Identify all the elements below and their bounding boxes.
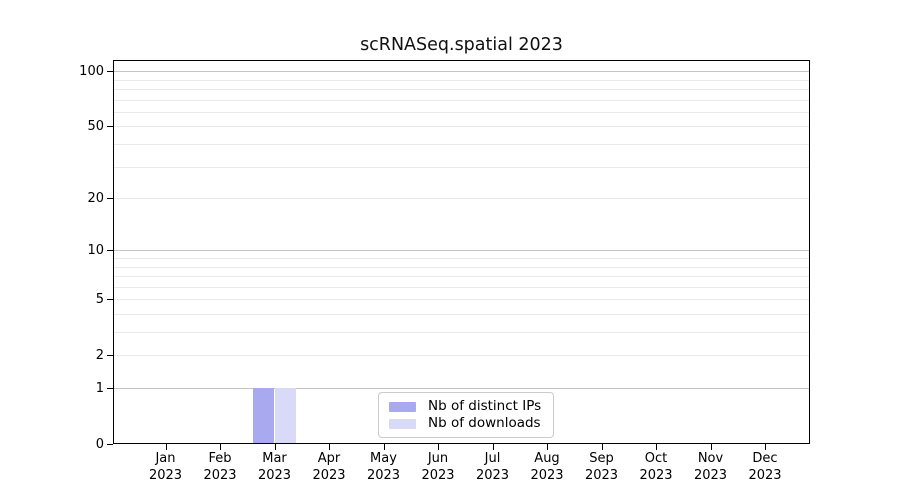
gridline-minor: [114, 286, 809, 288]
y-tick-label: 20: [87, 191, 104, 207]
gridline-minor: [114, 355, 809, 357]
gridline-minor: [114, 198, 809, 200]
y-tick: [107, 250, 113, 252]
y-tick-label: 5: [95, 292, 104, 308]
legend-entries: Nb of distinct IPs Nb of downloads: [389, 398, 553, 432]
y-tick: [107, 355, 113, 357]
legend-swatch: [389, 401, 416, 412]
x-tick: [765, 444, 766, 450]
x-tick-label: Jan 2023: [148, 451, 183, 483]
gridline-minor: [114, 166, 809, 168]
chart-title: scRNASeq.spatial 2023: [360, 35, 563, 55]
y-tick-label: 2: [95, 348, 104, 364]
x-tick: [492, 444, 494, 450]
bar-downloads: [274, 388, 296, 443]
x-tick-label: Dec 2023: [748, 451, 782, 483]
gridline-minor: [114, 89, 809, 90]
y-tick: [107, 126, 113, 128]
gridline-minor: [114, 332, 809, 333]
plot-area: [113, 60, 810, 444]
gridline-minor: [114, 126, 809, 128]
gridline-minor: [114, 276, 809, 278]
gridline-minor: [114, 313, 809, 315]
gridline-minor: [114, 79, 809, 81]
legend-entry: Nb of downloads: [389, 415, 553, 432]
x-tick: [547, 444, 548, 450]
y-tick-label: 100: [79, 64, 104, 80]
x-tick: [383, 444, 385, 450]
legend: Nb of distinct IPs Nb of downloads: [378, 392, 554, 438]
y-tick: [107, 198, 113, 200]
bar-distinct-ips: [253, 388, 275, 443]
y-tick-label: 50: [87, 119, 104, 135]
gridline-major: [114, 250, 809, 252]
x-tick: [601, 444, 603, 450]
x-tick-label: Oct 2023: [639, 451, 673, 483]
legend-label: Nb of downloads: [428, 415, 541, 431]
gridline-major: [114, 388, 809, 389]
y-tick: [107, 388, 113, 389]
y-tick-label: 0: [95, 437, 104, 452]
x-tick-label: Jul 2023: [475, 451, 510, 483]
x-tick: [165, 444, 167, 450]
x-tick: [274, 444, 276, 450]
x-tick: [438, 444, 439, 450]
x-tick-label: Apr 2023: [312, 451, 346, 483]
legend-label: Nb of distinct IPs: [428, 398, 542, 414]
x-tick-label: Feb 2023: [203, 451, 237, 483]
gridline-minor: [114, 144, 809, 145]
gridline-minor: [114, 299, 809, 301]
y-tick: [107, 444, 113, 445]
gridline-minor: [114, 99, 809, 101]
gridlines-layer: [114, 61, 809, 443]
bars-layer: [114, 61, 809, 443]
legend-entry: Nb of distinct IPs: [389, 398, 553, 415]
y-tick: [107, 299, 113, 301]
gridline-major: [114, 71, 809, 73]
gridline-minor: [114, 266, 809, 268]
x-tick-label: Mar 2023: [257, 451, 292, 483]
x-tick-label: Sep 2023: [584, 451, 619, 483]
y-tick-label: 10: [87, 243, 104, 259]
gridline-minor: [114, 111, 809, 113]
x-tick: [710, 444, 712, 450]
x-tick-label: Aug 2023: [530, 451, 564, 483]
y-tick-label: 1: [95, 381, 104, 396]
x-tick-label: Jun 2023: [421, 451, 455, 483]
x-tick-label: May 2023: [366, 451, 401, 483]
x-tick-label: Nov 2023: [693, 451, 728, 483]
x-tick: [220, 444, 221, 450]
x-tick: [329, 444, 330, 450]
legend-swatch: [389, 418, 416, 429]
y-tick: [107, 71, 113, 73]
gridline-minor: [114, 257, 809, 259]
x-tick: [656, 444, 657, 450]
